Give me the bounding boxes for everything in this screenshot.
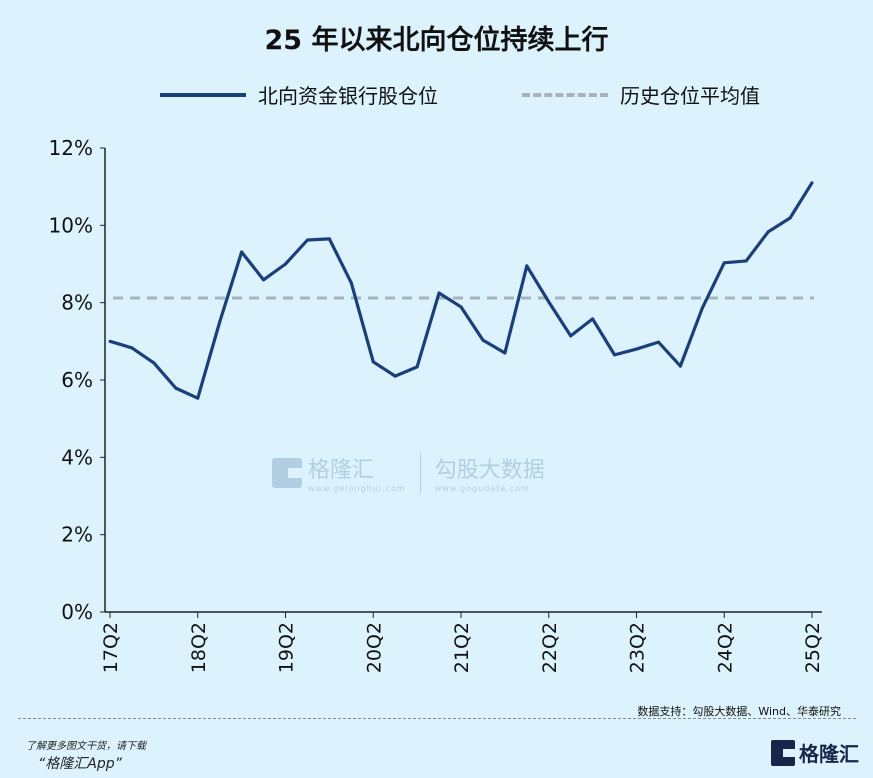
x-tick-label: 19Q2 — [276, 622, 298, 673]
y-tick-label: 2% — [61, 523, 93, 547]
x-tick-label: 24Q2 — [714, 622, 736, 673]
brand-logo: 格隆汇 — [771, 738, 859, 767]
x-tick-label: 21Q2 — [451, 622, 473, 673]
promo-app: “格隆汇App” — [38, 756, 122, 772]
data-point — [108, 339, 112, 343]
data-point — [218, 320, 222, 324]
line-chart: 0% 2% 4% 6% 8% 10% 12% 17Q2 18Q2 19Q2 20Q2 21Q2 22Q2… — [49, 136, 824, 673]
x-tick-label: 20Q2 — [363, 622, 385, 673]
chart-title: 25 年以来北向仓位持续上行 — [264, 25, 609, 56]
data-point — [459, 305, 463, 309]
data-point — [656, 340, 660, 344]
watermark-url: www.gelonghui.com — [308, 484, 406, 493]
data-point — [327, 237, 331, 241]
data-point — [481, 338, 485, 342]
data-point — [744, 259, 748, 263]
legend-label: 北向资金银行股仓位 — [258, 84, 438, 108]
data-point — [700, 306, 704, 310]
divider — [18, 718, 856, 719]
gelonghui-logo-icon — [272, 457, 302, 488]
data-point — [196, 396, 200, 400]
data-point — [547, 300, 551, 304]
data-point — [678, 364, 682, 368]
data-point — [130, 346, 134, 350]
data-point — [349, 281, 353, 285]
data-point — [240, 250, 244, 254]
data-point — [371, 360, 375, 364]
y-tick-label: 12% — [49, 136, 93, 160]
data-point — [152, 361, 156, 365]
legend-swatch-solid — [160, 92, 246, 97]
watermark-brand: 格隆汇 — [308, 458, 375, 483]
data-point — [613, 353, 617, 357]
data-point — [591, 317, 595, 321]
data-point — [766, 230, 770, 234]
series-line — [109, 181, 814, 400]
data-point — [810, 181, 814, 185]
legend: 北向资金银行股仓位 历史仓位平均值 — [0, 80, 873, 110]
x-tick-label: 25Q2 — [802, 622, 824, 673]
data-point — [525, 264, 529, 268]
x-tick-label: 18Q2 — [188, 622, 210, 673]
source-note: 数据支持：勾股大数据、Wind、华泰研究 — [637, 705, 841, 718]
data-point — [722, 261, 726, 265]
data-point — [788, 216, 792, 220]
data-point — [393, 374, 397, 378]
data-point — [437, 291, 441, 295]
legend-item-average: 历史仓位平均值 — [522, 80, 760, 109]
y-tick-label: 4% — [61, 445, 93, 469]
logo-text: 格隆汇 — [799, 742, 859, 766]
y-tick-label: 6% — [61, 368, 93, 392]
gelonghui-logo-icon — [771, 739, 795, 766]
data-point — [284, 262, 287, 266]
data-point — [415, 365, 419, 369]
data-point — [569, 334, 573, 338]
x-tick-label: 23Q2 — [627, 622, 649, 673]
x-tick-label: 22Q2 — [539, 622, 561, 673]
y-tick-label: 8% — [61, 291, 93, 315]
watermark-data-brand: 勾股大数据 — [434, 458, 545, 483]
x-tick-label: 17Q2 — [100, 622, 122, 673]
legend-item-position: 北向资金银行股仓位 — [160, 80, 438, 109]
data-point — [262, 278, 266, 282]
data-point — [305, 238, 309, 242]
watermark-data-url: www.gogudata.com — [434, 484, 530, 493]
y-tick-label: 0% — [61, 600, 93, 624]
legend-swatch-dashed — [522, 92, 608, 97]
data-point — [174, 386, 178, 390]
legend-label: 历史仓位平均值 — [620, 84, 760, 108]
y-tick-label: 10% — [49, 213, 93, 237]
data-point — [635, 347, 638, 351]
watermark: 格隆汇 www.gelonghui.com 勾股大数据 www.gogudata.c… — [272, 452, 545, 493]
data-point — [503, 351, 507, 355]
promo-text: 了解更多图文干货，请下载 — [26, 741, 146, 752]
